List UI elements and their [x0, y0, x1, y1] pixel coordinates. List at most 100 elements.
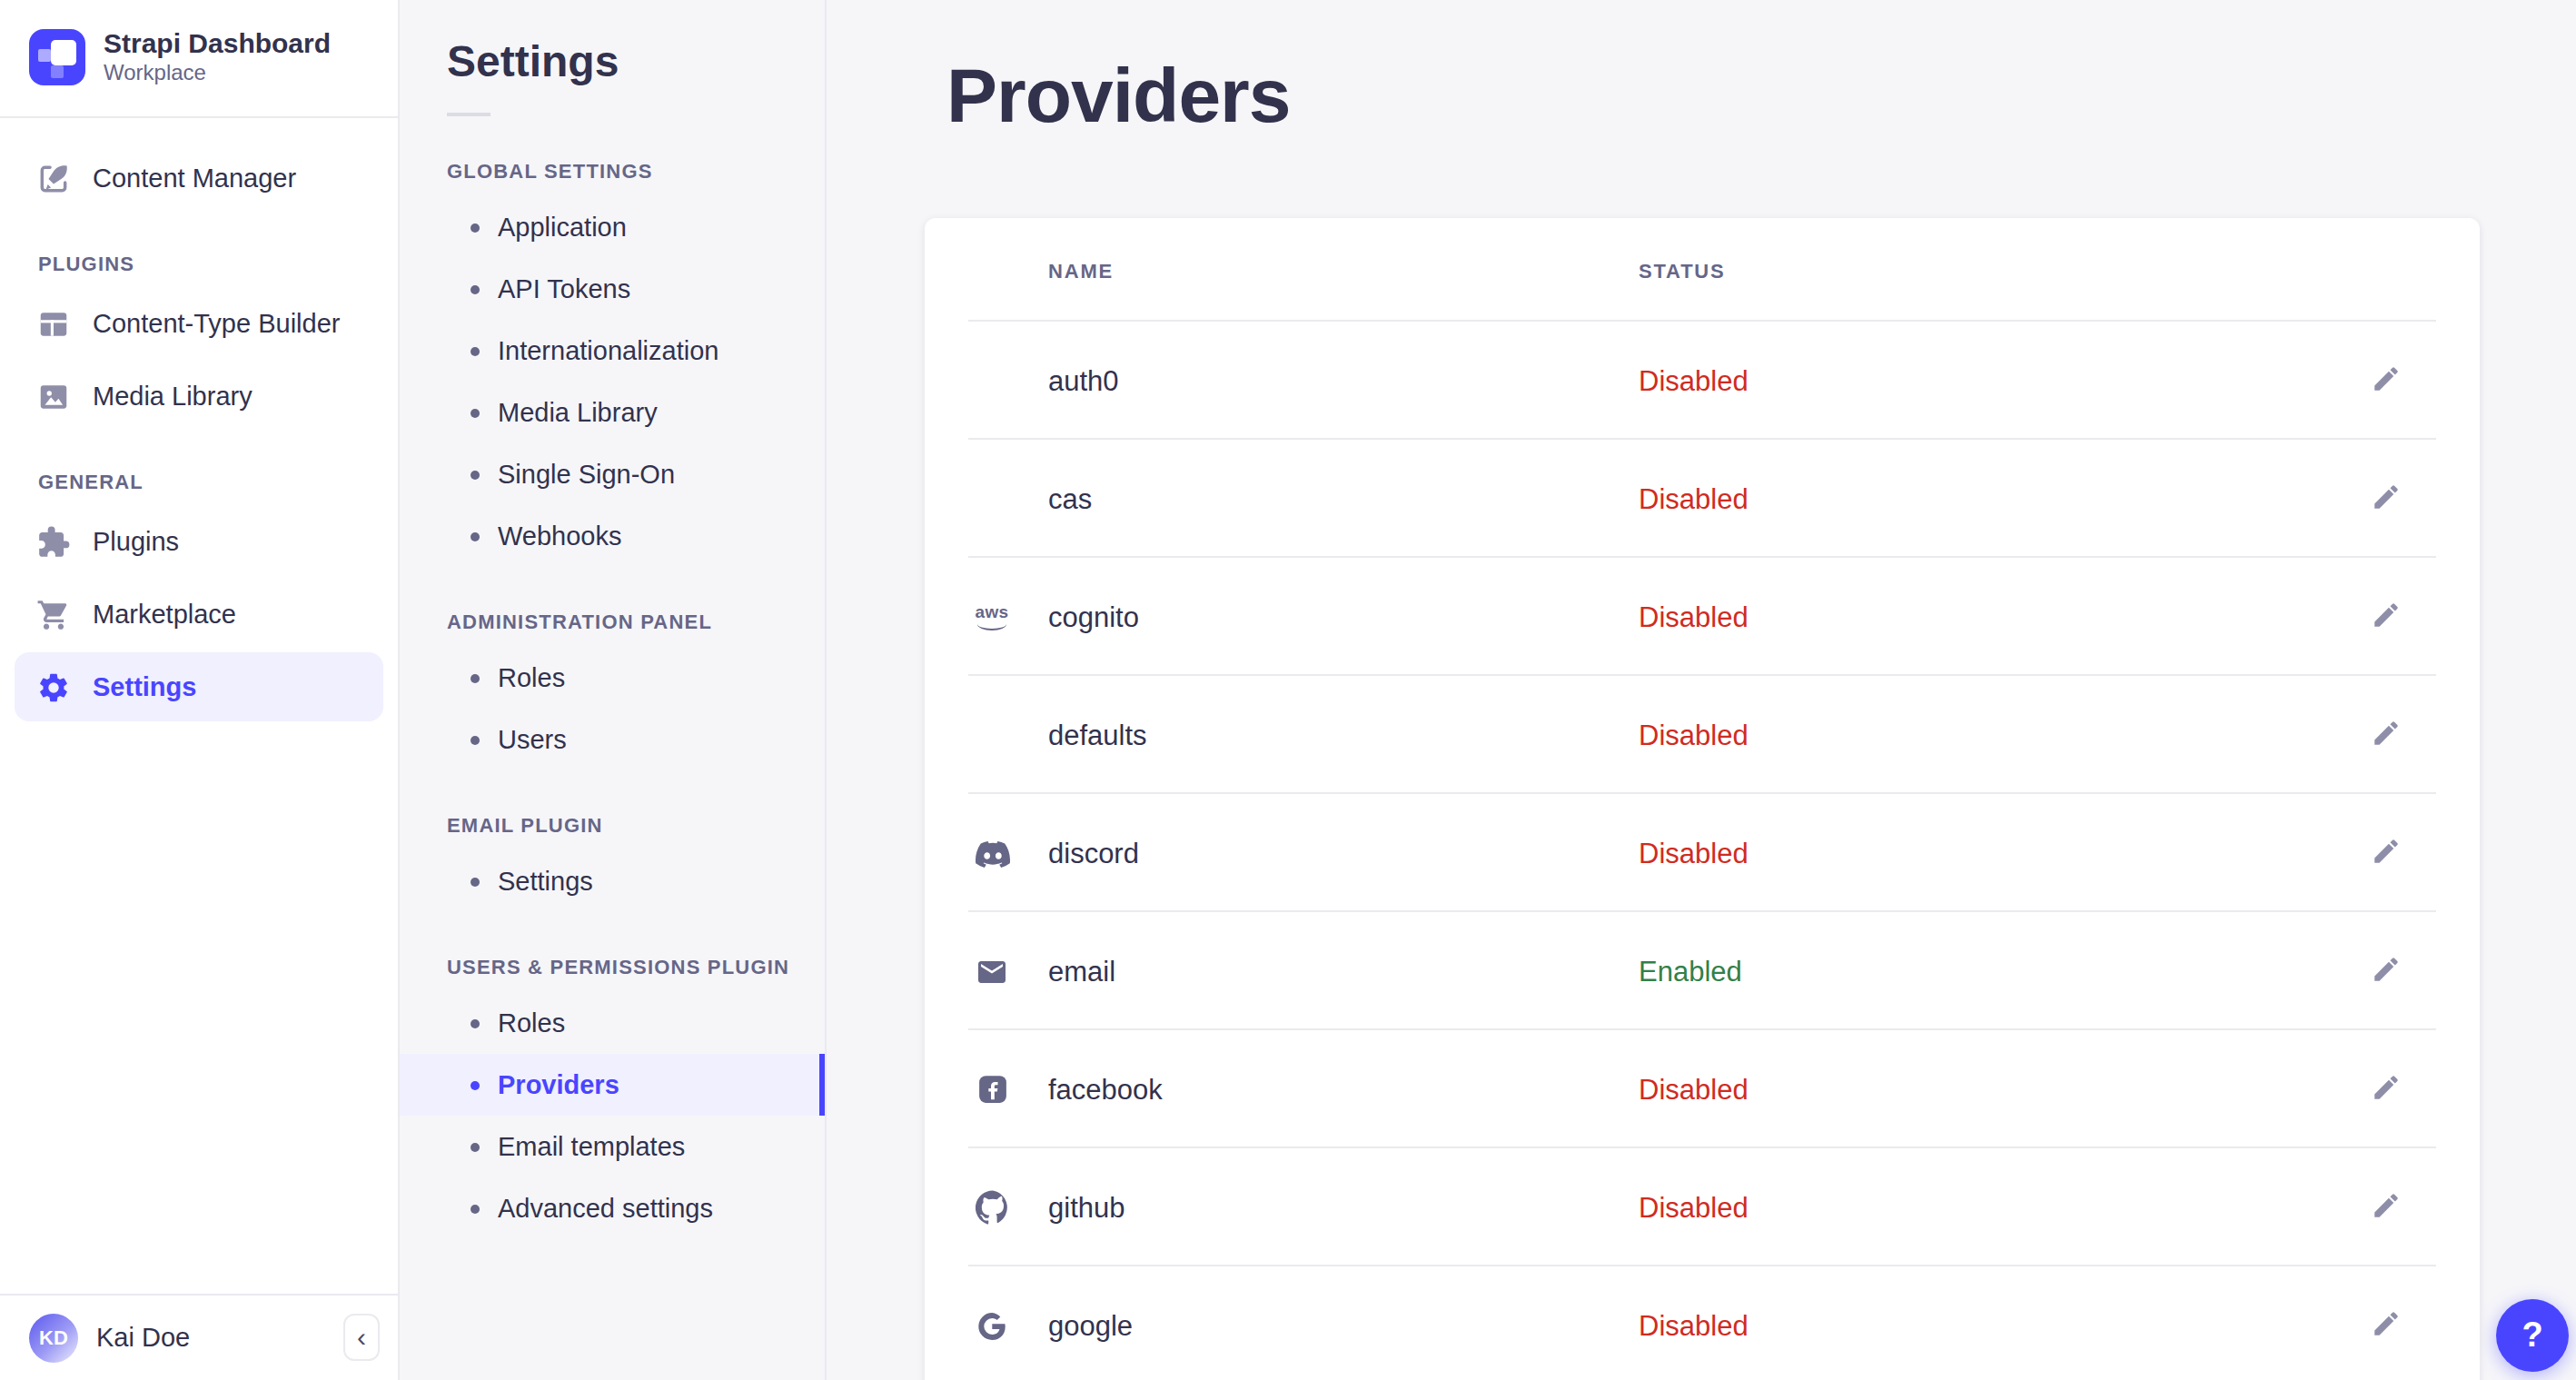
- subnav-item-label: Internationalization: [498, 336, 718, 365]
- table-row[interactable]: casDisabled: [925, 440, 2480, 558]
- bullet-icon: [471, 735, 480, 744]
- subnav-item-advanced-settings[interactable]: Advanced settings: [400, 1177, 825, 1239]
- edit-provider-button[interactable]: [2358, 472, 2413, 526]
- bullet-icon: [471, 531, 480, 541]
- provider-status: Disabled: [1639, 482, 1749, 515]
- edit-provider-button[interactable]: [2358, 826, 2413, 880]
- media-library-icon: [36, 379, 71, 413]
- provider-status: Disabled: [1639, 1309, 1749, 1342]
- avatar[interactable]: KD: [29, 1313, 78, 1362]
- help-button[interactable]: ?: [2496, 1298, 2569, 1371]
- edit-provider-button[interactable]: [2358, 353, 2413, 408]
- subnav-item-single-sign-on[interactable]: Single Sign-On: [400, 443, 825, 505]
- sidebar-item-marketplace[interactable]: Marketplace: [15, 580, 383, 649]
- subnav-item-roles[interactable]: Roles: [400, 647, 825, 709]
- google-icon: [974, 1307, 1010, 1344]
- provider-name: discord: [1048, 837, 1639, 869]
- divider: [447, 113, 490, 116]
- subnav-item-settings[interactable]: Settings: [400, 850, 825, 912]
- table-row[interactable]: defaultsDisabled: [925, 676, 2480, 794]
- edit-provider-button[interactable]: [2358, 1062, 2413, 1117]
- collapse-sidebar-button[interactable]: ‹: [343, 1314, 380, 1361]
- settings-subnav: Settings GLOBAL SETTINGS Application API T…: [400, 0, 827, 1380]
- bullet-icon: [471, 877, 480, 886]
- bullet-icon: [471, 1142, 480, 1151]
- subnav-section-email-plugin: EMAIL PLUGIN: [447, 814, 825, 836]
- subnav-item-label: Providers: [498, 1070, 619, 1099]
- sidebar-item-plugins[interactable]: Plugins: [15, 507, 383, 576]
- table-row[interactable]: emailEnabled: [925, 912, 2480, 1030]
- marketplace-icon: [36, 597, 71, 631]
- provider-name: cas: [1048, 482, 1639, 515]
- subnav-section-administration-panel: ADMINISTRATION PANEL: [447, 611, 825, 632]
- table-row[interactable]: auth0Disabled: [925, 322, 2480, 440]
- github-icon: [974, 1189, 1010, 1226]
- user-name[interactable]: Kai Doe: [96, 1323, 190, 1352]
- sidebar-item-label: Settings: [93, 672, 196, 701]
- bullet-icon: [471, 408, 480, 417]
- strapi-logo-icon: [29, 29, 85, 85]
- subnav-item-media-library[interactable]: Media Library: [400, 382, 825, 443]
- bullet-icon: [471, 284, 480, 293]
- sidebar-item-label: Content Manager: [93, 164, 296, 193]
- content-manager-icon: [36, 161, 71, 195]
- edit-provider-button[interactable]: [2358, 1180, 2413, 1235]
- sidebar-section-general: GENERAL: [38, 471, 398, 492]
- email-icon: [974, 953, 1010, 989]
- table-row[interactable]: discordDisabled: [925, 794, 2480, 912]
- table-row[interactable]: googleDisabled: [925, 1266, 2480, 1380]
- pencil-icon: [2370, 599, 2401, 635]
- subnav-section-global-settings: GLOBAL SETTINGS: [447, 160, 825, 182]
- subnav-section-users-permissions-plugin: USERS & PERMISSIONS PLUGIN: [447, 956, 825, 978]
- subnav-item-label: Settings: [498, 867, 593, 896]
- sidebar-nav: Content ManagerPLUGINSContent-Type Build…: [0, 118, 398, 1293]
- bullet-icon: [471, 1080, 480, 1089]
- bullet-icon: [471, 223, 480, 232]
- provider-status: Disabled: [1639, 364, 1749, 397]
- provider-status: Disabled: [1639, 1191, 1749, 1224]
- provider-name: github: [1048, 1191, 1639, 1224]
- brand-title: Strapi Dashboard: [104, 27, 331, 59]
- pencil-icon: [2370, 1071, 2401, 1107]
- bullet-icon: [471, 346, 480, 355]
- subnav-item-webhooks[interactable]: Webhooks: [400, 505, 825, 567]
- bullet-icon: [471, 1018, 480, 1028]
- subnav-item-providers[interactable]: Providers: [400, 1054, 825, 1116]
- workspace-brand[interactable]: Strapi Dashboard Workplace: [0, 0, 398, 118]
- provider-name: facebook: [1048, 1073, 1639, 1106]
- bullet-icon: [471, 470, 480, 479]
- provider-status: Enabled: [1639, 955, 1742, 988]
- edit-provider-button[interactable]: [2358, 1298, 2413, 1353]
- subnav-item-label: API Tokens: [498, 274, 630, 303]
- pencil-icon: [2370, 362, 2401, 399]
- subnav-item-label: Advanced settings: [498, 1194, 713, 1223]
- subnav-item-internationalization[interactable]: Internationalization: [400, 320, 825, 382]
- table-row[interactable]: facebookDisabled: [925, 1030, 2480, 1148]
- edit-provider-button[interactable]: [2358, 944, 2413, 998]
- subnav-sections: GLOBAL SETTINGS Application API Tokens Inte…: [400, 160, 825, 1239]
- subnav-item-label: Single Sign-On: [498, 460, 675, 489]
- settings-gear-icon: [36, 670, 71, 704]
- sidebar-item-content-manager[interactable]: Content Manager: [15, 144, 383, 213]
- discord-icon: [974, 835, 1010, 871]
- subnav-item-label: Roles: [498, 1008, 565, 1037]
- provider-status: Disabled: [1639, 719, 1749, 751]
- sidebar-item-settings[interactable]: Settings: [15, 652, 383, 721]
- bullet-icon: [471, 1204, 480, 1213]
- edit-provider-button[interactable]: [2358, 708, 2413, 762]
- pencil-icon: [2370, 953, 2401, 989]
- table-row[interactable]: awscognitoDisabled: [925, 558, 2480, 676]
- subnav-item-application[interactable]: Application: [400, 196, 825, 258]
- facebook-icon: [974, 1071, 1010, 1107]
- subnav-item-roles[interactable]: Roles: [400, 992, 825, 1054]
- subnav-item-api-tokens[interactable]: API Tokens: [400, 258, 825, 320]
- sidebar-item-content-type-builder[interactable]: Content-Type Builder: [15, 289, 383, 358]
- subnav-item-email-templates[interactable]: Email templates: [400, 1116, 825, 1177]
- subnav-item-label: Media Library: [498, 398, 658, 427]
- subnav-item-users[interactable]: Users: [400, 709, 825, 770]
- subnav-item-label: Roles: [498, 663, 565, 692]
- sidebar-item-media-library[interactable]: Media Library: [15, 362, 383, 431]
- pencil-icon: [2370, 481, 2401, 517]
- table-row[interactable]: githubDisabled: [925, 1148, 2480, 1266]
- edit-provider-button[interactable]: [2358, 590, 2413, 644]
